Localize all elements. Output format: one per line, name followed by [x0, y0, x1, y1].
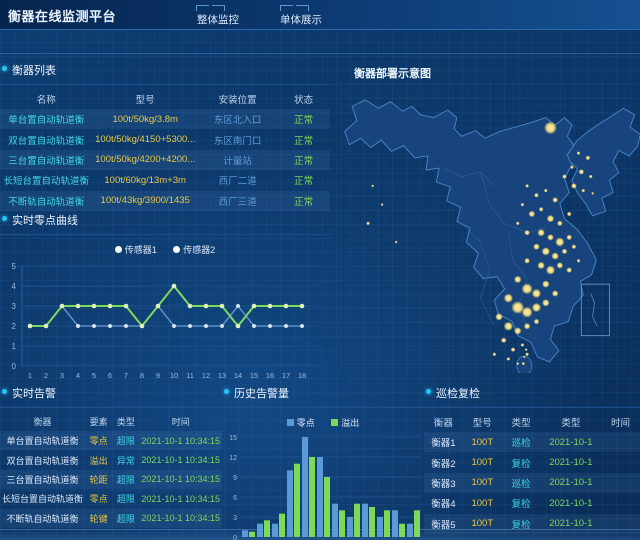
svg-text:15: 15 — [229, 435, 237, 442]
svg-text:3: 3 — [12, 302, 17, 311]
svg-text:3: 3 — [233, 515, 237, 522]
svg-text:6: 6 — [233, 495, 237, 502]
svg-text:9: 9 — [233, 475, 237, 482]
svg-text:0: 0 — [12, 362, 17, 371]
svg-text:4: 4 — [12, 282, 17, 291]
svg-text:12: 12 — [229, 455, 237, 462]
svg-text:1: 1 — [12, 342, 17, 351]
svg-text:5: 5 — [12, 262, 17, 271]
svg-text:0: 0 — [233, 535, 237, 540]
svg-text:2: 2 — [12, 322, 17, 331]
